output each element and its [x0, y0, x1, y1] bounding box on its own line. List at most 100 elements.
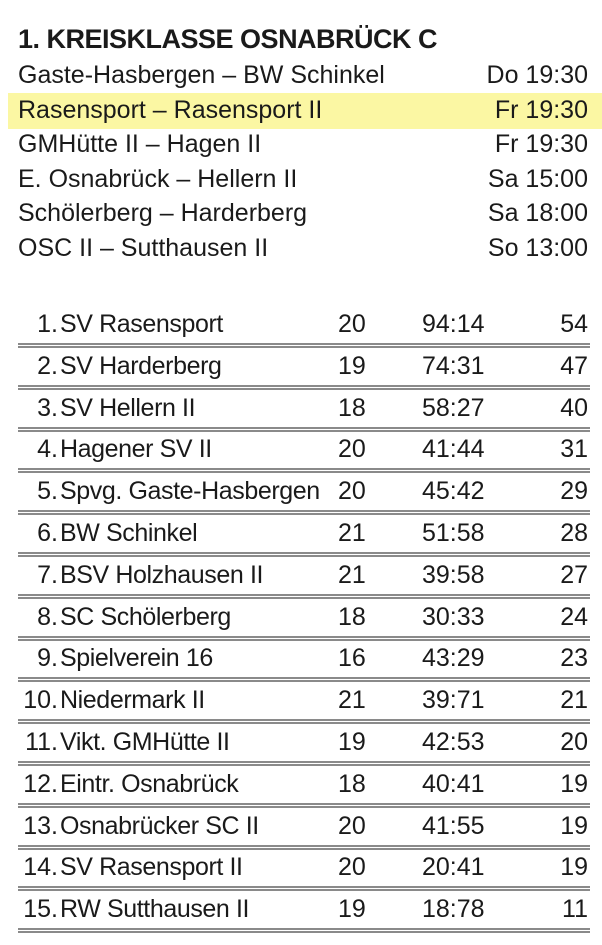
goals: 41:55	[422, 811, 485, 840]
fixture-match: Gaste-Hasbergen – BW Schinkel	[18, 61, 385, 89]
row-separator	[18, 426, 590, 432]
rank: 15.	[23, 895, 58, 924]
goals: 39:71	[422, 686, 485, 715]
goals: 58:27	[422, 393, 485, 422]
points: 31	[560, 435, 588, 464]
team: SV Hellern II	[60, 393, 196, 422]
games: 20	[338, 435, 366, 464]
rank: 10.	[23, 686, 58, 715]
team: Osnabrücker SC II	[60, 811, 259, 840]
rank: 1.	[37, 310, 58, 338]
team: SV Rasensport	[60, 310, 223, 338]
team: BW Schinkel	[60, 519, 198, 547]
rank: 9.	[37, 644, 58, 673]
row-separator	[18, 635, 590, 641]
team: SV Rasensport II	[60, 853, 243, 882]
games: 19	[338, 351, 366, 380]
fixture-match: GMHütte II – Hagen II	[18, 130, 262, 158]
row-separator	[18, 886, 590, 892]
goals: 40:41	[422, 769, 485, 798]
points: 47	[560, 351, 588, 380]
row-separator	[18, 677, 590, 683]
team: Niedermark II	[60, 686, 205, 715]
team: Hagener SV II	[60, 435, 212, 464]
fixture-time: Fr 19:30	[494, 130, 588, 158]
rank: 12.	[23, 769, 58, 798]
row-separator	[18, 802, 590, 808]
team: SC Schölerberg	[60, 602, 231, 631]
fixture-match: E. Osnabrück – Hellern II	[18, 164, 298, 193]
points: 11	[562, 895, 588, 924]
fixture-time: Do 19:30	[486, 61, 588, 89]
fixture-time: Fr 19:30	[494, 95, 588, 124]
team: Spielverein 16	[60, 644, 213, 673]
goals: 45:42	[422, 477, 485, 506]
row-separator	[18, 719, 590, 725]
games: 20	[338, 477, 366, 506]
fixture-time: So 13:00	[487, 233, 588, 262]
goals: 18:78	[422, 895, 485, 924]
points: 19	[560, 853, 588, 882]
title: 1. KREISKLASSE OSNABRÜCK C	[18, 24, 438, 54]
rank: 2.	[37, 351, 58, 380]
rank: 11.	[25, 728, 58, 756]
team: RW Sutthausen II	[60, 895, 250, 924]
row-separator	[18, 510, 590, 516]
row-separator	[18, 343, 590, 348]
fixture-time: Sa 18:00	[487, 199, 588, 227]
games: 18	[338, 602, 366, 631]
points: 29	[560, 477, 588, 506]
team: Eintr. Osnabrück	[60, 769, 239, 798]
points: 20	[560, 728, 588, 756]
rank: 13.	[23, 811, 58, 840]
rank: 4.	[37, 435, 58, 464]
rank: 3.	[37, 393, 58, 422]
points: 21	[560, 686, 588, 715]
goals: 39:58	[422, 560, 485, 589]
fixture-match: OSC II – Sutthausen II	[18, 233, 269, 262]
row-separator	[18, 593, 590, 599]
goals: 51:58	[422, 519, 485, 547]
goals: 41:44	[422, 435, 485, 464]
fixture-match: Schölerberg – Harderberg	[18, 199, 308, 227]
rank: 7.	[37, 560, 58, 589]
row-separator	[18, 552, 590, 557]
games: 21	[338, 686, 366, 715]
team: Spvg. Gaste-Hasbergen	[60, 477, 320, 506]
games: 20	[338, 853, 366, 882]
points: 40	[560, 393, 588, 422]
points: 24	[560, 602, 588, 631]
points: 54	[560, 310, 588, 338]
row-separator	[18, 468, 590, 474]
goals: 42:53	[422, 728, 485, 756]
goals: 30:33	[422, 602, 485, 631]
points: 19	[560, 811, 588, 840]
points: 23	[560, 644, 588, 673]
rank: 8.	[37, 602, 58, 631]
games: 19	[338, 895, 366, 924]
goals: 74:31	[422, 351, 485, 380]
rank: 6.	[37, 519, 58, 547]
team: BSV Holzhausen II	[60, 560, 264, 589]
games: 20	[338, 811, 366, 840]
rank: 14.	[23, 853, 58, 882]
fixture-match: Rasensport – Rasensport II	[18, 95, 323, 124]
points: 19	[560, 769, 588, 798]
row-separator	[18, 761, 590, 766]
games: 16	[338, 644, 366, 673]
games: 18	[338, 393, 366, 422]
rank: 5.	[37, 477, 58, 506]
fixture-time: Sa 15:00	[487, 164, 588, 193]
points: 28	[560, 519, 588, 547]
games: 21	[338, 519, 366, 547]
team: SV Harderberg	[60, 351, 222, 380]
points: 27	[560, 560, 588, 589]
goals: 20:41	[422, 853, 485, 882]
goals: 94:14	[422, 310, 485, 338]
team: Vikt. GMHütte II	[60, 728, 230, 756]
highlight	[8, 93, 602, 129]
row-separator	[18, 384, 590, 390]
row-separator	[18, 928, 590, 934]
row-separator	[18, 844, 590, 850]
